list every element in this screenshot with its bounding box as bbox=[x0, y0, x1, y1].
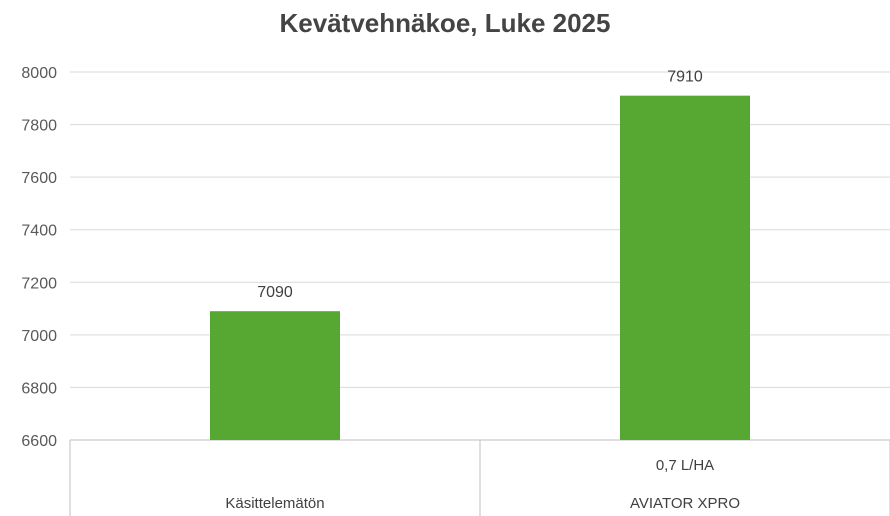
data-label: 7090 bbox=[257, 284, 293, 301]
x-tick-label: Käsittelemätön bbox=[225, 495, 324, 512]
y-tick-label: 7200 bbox=[21, 275, 57, 292]
y-tick-label: 6600 bbox=[21, 433, 57, 450]
y-tick-label: 6800 bbox=[21, 380, 57, 397]
y-tick-label: 8000 bbox=[21, 65, 57, 82]
x-tick-label: 0,7 L/HA bbox=[656, 457, 714, 474]
x-tick-label: AVIATOR XPRO bbox=[630, 495, 740, 512]
y-tick-label: 7600 bbox=[21, 170, 57, 187]
y-tick-label: 7000 bbox=[21, 328, 57, 345]
chart-title: Kevätvehnäkoe, Luke 2025 bbox=[279, 8, 611, 38]
data-label: 7910 bbox=[667, 69, 703, 86]
bar bbox=[620, 95, 750, 441]
y-tick-label: 7800 bbox=[21, 118, 57, 135]
y-tick-label: 7400 bbox=[21, 223, 57, 240]
bar bbox=[210, 311, 340, 440]
